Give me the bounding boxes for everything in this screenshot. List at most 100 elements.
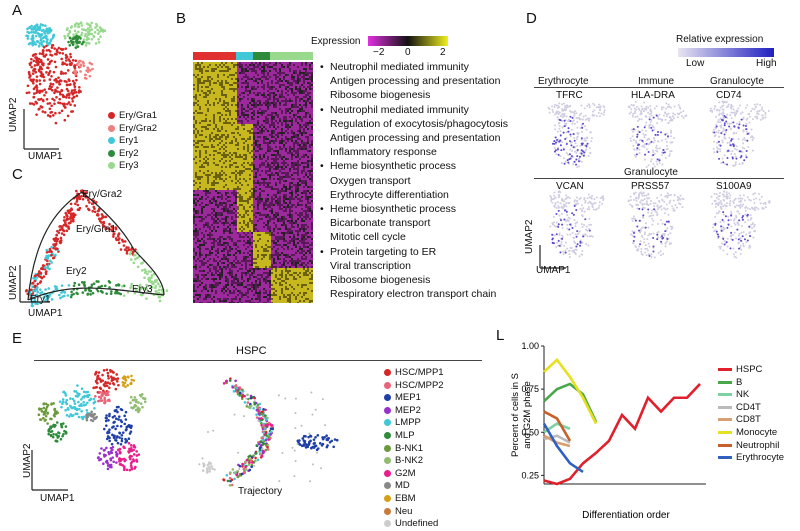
cell-point <box>723 199 725 201</box>
cell-point <box>576 249 578 251</box>
cell-point <box>578 158 580 160</box>
cell-point <box>717 233 719 235</box>
cell-point <box>730 111 732 113</box>
cell-point <box>65 431 68 434</box>
cell-point <box>115 417 118 420</box>
cell-point <box>74 30 77 33</box>
cell-point <box>568 229 570 231</box>
cell-point <box>723 101 725 103</box>
cell-point <box>117 377 120 380</box>
cell-point <box>651 256 653 258</box>
cell-point <box>747 146 749 148</box>
cell-point <box>110 379 113 382</box>
cell-point <box>630 199 632 201</box>
cell-point <box>664 212 666 214</box>
cell-point <box>53 71 56 74</box>
cell-point <box>227 480 230 483</box>
cell-point <box>311 414 313 416</box>
cell-point <box>325 434 328 437</box>
legend-text: Undefined <box>395 518 438 529</box>
cell-point <box>211 467 214 470</box>
cell-point <box>724 240 726 242</box>
cluster-bar <box>193 52 313 60</box>
cell-point <box>127 450 130 453</box>
cell-point <box>630 234 632 236</box>
cell-point <box>666 113 668 115</box>
cell-point <box>65 81 68 84</box>
cell-point <box>591 205 593 207</box>
legend-item: EBM <box>384 493 444 506</box>
cell-point <box>247 406 250 409</box>
cell-point <box>88 62 91 65</box>
cell-point <box>750 217 752 219</box>
cell-point <box>115 373 118 376</box>
cell-point <box>67 408 70 411</box>
cell-point <box>570 120 572 122</box>
legend-swatch <box>718 406 732 409</box>
cell-point <box>43 55 46 58</box>
cell-point <box>571 212 573 214</box>
cell-point <box>46 422 49 425</box>
cell-point <box>728 224 730 226</box>
legend-swatch <box>108 112 115 119</box>
cell-point <box>745 107 747 109</box>
traj-label: Ery2 <box>66 266 87 277</box>
cell-point <box>713 129 715 131</box>
cell-point <box>716 109 718 111</box>
cell-point <box>722 141 724 143</box>
cell-point <box>643 102 645 104</box>
cell-point <box>761 107 763 109</box>
cell-point <box>730 127 732 129</box>
cell-point <box>642 133 644 135</box>
legend-swatch <box>384 369 391 376</box>
cell-point <box>757 208 759 210</box>
cell-point <box>82 61 85 64</box>
cell-point <box>664 243 666 245</box>
cell-point <box>720 107 722 109</box>
cell-point <box>84 289 87 292</box>
cell-point <box>113 415 116 418</box>
cell-point <box>229 379 232 382</box>
cell-point <box>573 146 575 148</box>
cell-point <box>32 277 35 280</box>
cell-point <box>738 235 740 237</box>
cell-point <box>632 116 634 118</box>
cell-point <box>756 117 758 119</box>
cell-point <box>717 121 719 123</box>
cell-point <box>70 213 73 216</box>
cell-point <box>750 224 752 226</box>
cell-point <box>578 255 580 257</box>
cell-point <box>718 130 720 132</box>
cell-point <box>575 112 577 114</box>
feature-plot <box>628 191 685 258</box>
cell-point <box>645 130 647 132</box>
cell-point <box>551 202 553 204</box>
cell-point <box>116 453 119 456</box>
legend-swatch <box>384 495 391 502</box>
cell-point <box>744 214 746 216</box>
go-term: •Protein targeting to ER <box>320 245 520 259</box>
cell-point <box>50 251 53 254</box>
cell-point <box>248 469 251 472</box>
cell-point <box>728 125 730 127</box>
cell-point <box>89 293 92 296</box>
cell-point <box>225 380 228 383</box>
cell-point <box>253 397 256 400</box>
legend-item: Ery/Gra1 <box>108 110 157 123</box>
cell-point <box>110 466 113 469</box>
cell-point <box>716 212 718 214</box>
cell-point <box>47 412 50 415</box>
cell-point <box>651 158 653 160</box>
cell-point <box>554 104 556 106</box>
cell-point <box>86 36 89 39</box>
cell-point <box>90 398 93 401</box>
cell-point <box>720 126 722 128</box>
cell-point <box>633 236 635 238</box>
cell-point <box>554 225 556 227</box>
cell-point <box>755 197 757 199</box>
cell-point <box>76 63 79 66</box>
cell-point <box>334 438 337 441</box>
cell-point <box>554 147 556 149</box>
cell-point <box>35 35 38 38</box>
